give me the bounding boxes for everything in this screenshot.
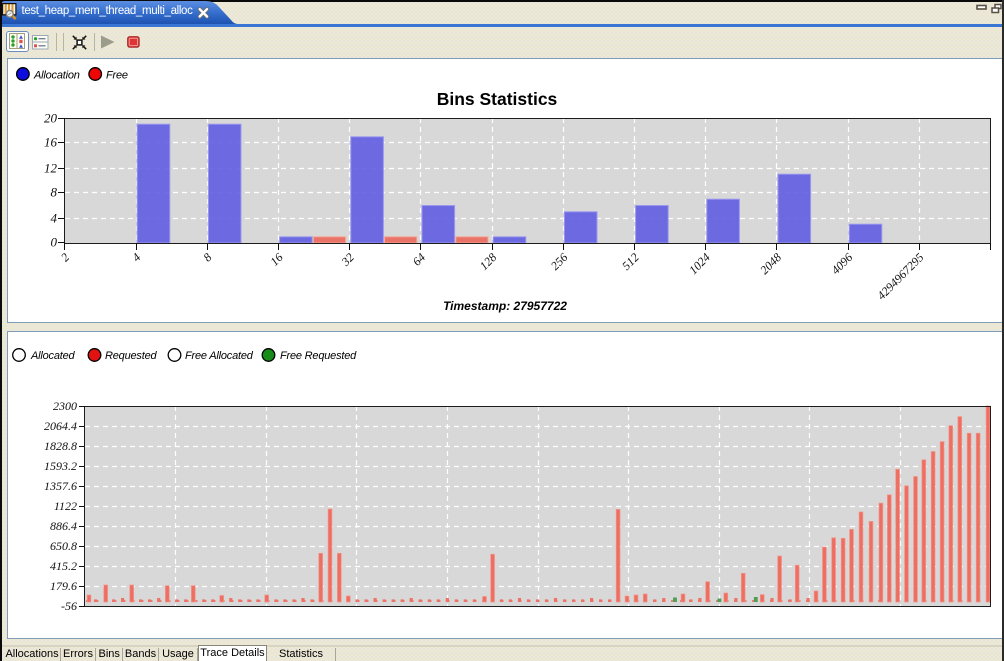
svg-text:32: 32 xyxy=(338,250,357,269)
svg-text:1357.6: 1357.6 xyxy=(44,479,77,493)
svg-text:12: 12 xyxy=(44,161,58,176)
svg-text:Free Allocated: Free Allocated xyxy=(185,350,254,362)
svg-text:Timestamp: 27957722: Timestamp: 27957722 xyxy=(443,299,567,313)
svg-text:-56: -56 xyxy=(61,599,77,613)
svg-text:8: 8 xyxy=(200,250,214,264)
svg-text:20: 20 xyxy=(44,111,58,126)
svg-text:886.4: 886.4 xyxy=(50,519,77,533)
svg-text:Bins Statistics: Bins Statistics xyxy=(437,89,558,109)
svg-text:128: 128 xyxy=(477,250,500,273)
svg-text:2: 2 xyxy=(58,250,72,264)
svg-text:Allocated: Allocated xyxy=(30,350,76,362)
svg-text:16: 16 xyxy=(267,250,285,268)
svg-text:0: 0 xyxy=(51,235,58,250)
svg-text:2064.4: 2064.4 xyxy=(44,419,77,433)
svg-text:179.6: 179.6 xyxy=(50,579,77,593)
svg-text:1593.2: 1593.2 xyxy=(44,459,77,473)
svg-text:4: 4 xyxy=(129,250,143,264)
svg-text:512: 512 xyxy=(619,250,642,273)
svg-text:Free: Free xyxy=(106,70,128,82)
svg-text:415.2: 415.2 xyxy=(50,559,77,573)
svg-text:4: 4 xyxy=(51,211,58,226)
svg-text:16: 16 xyxy=(44,135,58,150)
svg-text:4096: 4096 xyxy=(828,250,855,277)
svg-text:Requested: Requested xyxy=(105,350,157,362)
svg-text:Allocation: Allocation xyxy=(33,70,80,82)
svg-text:2300: 2300 xyxy=(53,399,77,413)
svg-text:8: 8 xyxy=(51,185,58,200)
svg-text:650.8: 650.8 xyxy=(50,539,77,553)
svg-text:4294967295: 4294967295 xyxy=(874,250,926,302)
svg-text:2048: 2048 xyxy=(757,250,784,277)
svg-text:256: 256 xyxy=(548,250,571,273)
svg-text:64: 64 xyxy=(410,250,428,268)
svg-text:Free Requested: Free Requested xyxy=(280,350,357,362)
svg-text:1828.8: 1828.8 xyxy=(44,439,77,453)
svg-text:1122: 1122 xyxy=(54,499,77,513)
svg-text:1024: 1024 xyxy=(686,250,713,277)
